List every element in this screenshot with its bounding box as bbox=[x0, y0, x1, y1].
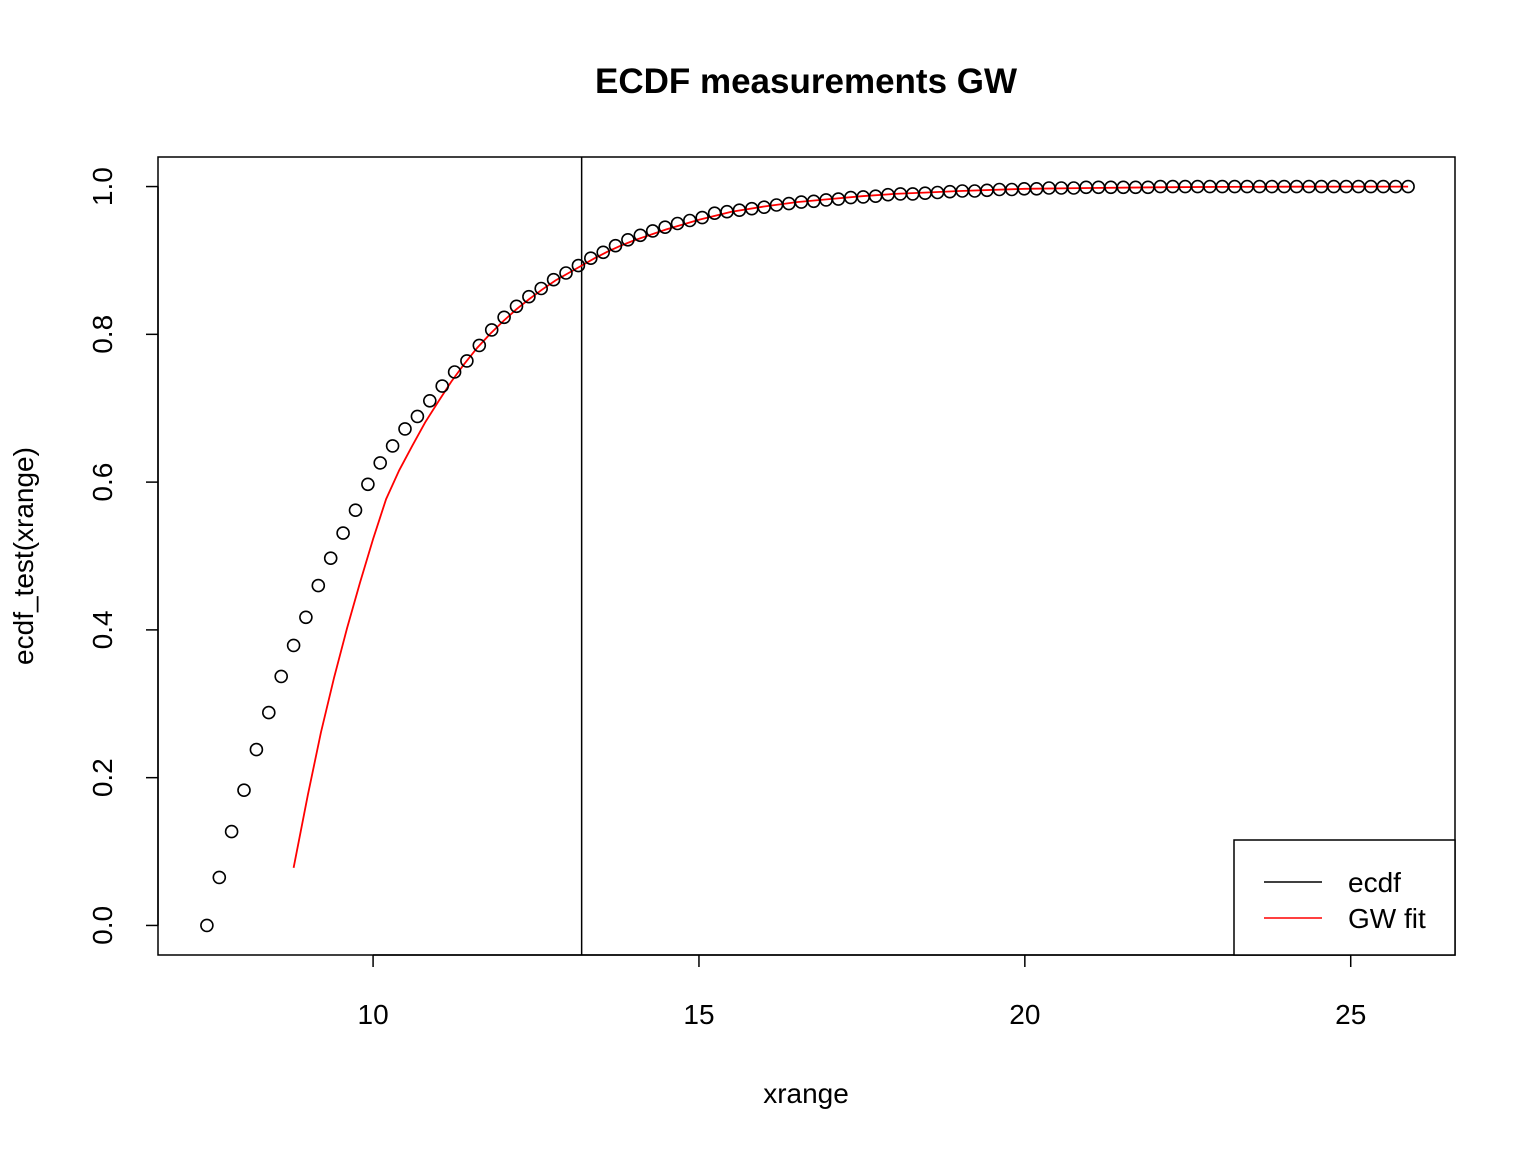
ecdf-point bbox=[695, 210, 710, 225]
ecdf-point bbox=[658, 220, 672, 234]
ecdf-point bbox=[385, 439, 400, 453]
ecdf-point bbox=[361, 477, 375, 492]
ecdf-point bbox=[373, 456, 388, 470]
ecdf-point bbox=[261, 705, 276, 720]
legend: ecdf GW fit bbox=[1233, 839, 1456, 956]
legend-box bbox=[1233, 839, 1456, 956]
ecdf-point bbox=[410, 409, 425, 424]
ecdf-point bbox=[200, 918, 214, 933]
y-tick-label: 0.6 bbox=[87, 463, 118, 502]
y-tick-label: 0.2 bbox=[87, 758, 118, 797]
ecdf-point bbox=[422, 393, 437, 408]
ecdf-point bbox=[682, 213, 697, 228]
ecdf-point bbox=[274, 669, 289, 684]
ecdf-point bbox=[645, 224, 660, 238]
legend-label-gw-fit: GW fit bbox=[1348, 903, 1426, 934]
ecdf-point bbox=[249, 742, 264, 757]
x-tick-label: 15 bbox=[683, 999, 714, 1030]
ecdf-point bbox=[348, 503, 363, 518]
chart-title: ECDF measurements GW bbox=[595, 62, 1017, 101]
ecdf-point bbox=[447, 365, 462, 379]
gw-fit-line bbox=[292, 185, 1409, 868]
axes: 10 15 20 25 0.0 0.2 0.4 0.6 0.8 1.0 bbox=[87, 167, 1366, 1030]
ecdf-point bbox=[546, 272, 561, 287]
ecdf-point bbox=[621, 233, 635, 247]
ecdf-point bbox=[484, 323, 499, 337]
ecdf-point bbox=[670, 216, 685, 231]
ecdf-point bbox=[398, 422, 412, 436]
ecdf-point bbox=[460, 354, 474, 368]
x-axis-label: xrange bbox=[763, 1078, 849, 1109]
y-tick-label: 0.0 bbox=[87, 906, 118, 945]
ecdf-point bbox=[323, 551, 338, 566]
ecdf-point bbox=[559, 266, 573, 280]
ecdf-point bbox=[212, 870, 227, 885]
ecdf-point bbox=[286, 638, 301, 653]
ecdf-point bbox=[583, 251, 598, 266]
ecdf-point bbox=[299, 610, 313, 625]
ecdf-point bbox=[224, 824, 239, 839]
ecdf-point bbox=[534, 281, 549, 296]
ecdf-point bbox=[336, 526, 350, 540]
ecdf-point bbox=[596, 245, 611, 260]
ecdf-point bbox=[472, 338, 487, 353]
ecdf-point bbox=[435, 379, 450, 393]
ecdf-point bbox=[237, 783, 251, 798]
y-axis-label: ecdf_test(xrange) bbox=[8, 447, 39, 665]
ecdf-point bbox=[522, 289, 536, 304]
ecdf-point bbox=[608, 238, 623, 253]
ecdf-point bbox=[571, 258, 586, 273]
legend-label-ecdf: ecdf bbox=[1348, 867, 1401, 898]
y-tick-label: 0.8 bbox=[87, 315, 118, 354]
ecdf-point bbox=[1401, 179, 1415, 194]
y-tick-label: 0.4 bbox=[87, 610, 118, 649]
plot-area bbox=[200, 157, 1415, 955]
x-tick-label: 20 bbox=[1009, 999, 1040, 1030]
ecdf-point bbox=[497, 310, 511, 325]
ecdf-point bbox=[633, 228, 648, 243]
ecdf-point bbox=[311, 578, 326, 593]
ecdf-point bbox=[509, 299, 524, 314]
x-tick-label: 25 bbox=[1335, 999, 1366, 1030]
y-tick-label: 1.0 bbox=[87, 167, 118, 206]
x-tick-label: 10 bbox=[358, 999, 389, 1030]
